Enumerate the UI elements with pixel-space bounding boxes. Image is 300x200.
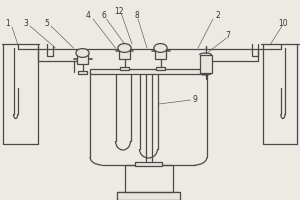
Bar bbox=[156, 67, 165, 70]
Text: 8: 8 bbox=[134, 11, 139, 21]
Bar bbox=[135, 162, 162, 166]
Bar bbox=[120, 67, 129, 70]
Text: 5: 5 bbox=[44, 20, 49, 28]
Bar bbox=[77, 53, 88, 64]
Circle shape bbox=[154, 44, 167, 52]
Text: 9: 9 bbox=[193, 96, 197, 104]
Bar bbox=[200, 55, 211, 73]
Text: 4: 4 bbox=[86, 11, 91, 21]
Bar bbox=[119, 48, 130, 59]
Text: 2: 2 bbox=[215, 11, 220, 21]
Text: 10: 10 bbox=[279, 20, 288, 28]
Bar bbox=[78, 71, 87, 74]
Text: 12: 12 bbox=[114, 7, 123, 17]
Bar bbox=[155, 48, 166, 59]
Text: 6: 6 bbox=[101, 11, 106, 21]
Circle shape bbox=[76, 49, 89, 57]
Bar bbox=[117, 192, 180, 200]
Bar bbox=[90, 69, 207, 74]
Text: 3: 3 bbox=[23, 20, 28, 28]
Circle shape bbox=[118, 44, 131, 52]
Bar bbox=[124, 165, 172, 192]
Text: 1: 1 bbox=[5, 20, 10, 28]
Text: 7: 7 bbox=[226, 31, 230, 40]
